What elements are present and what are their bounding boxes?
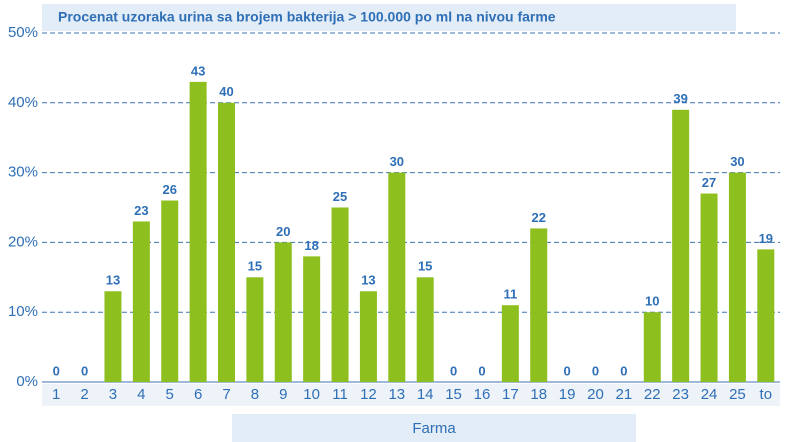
x-tick-label: 17 — [502, 386, 519, 403]
value-label: 13 — [106, 273, 120, 288]
value-label: 0 — [592, 363, 599, 378]
value-label: 15 — [248, 259, 262, 274]
value-label: 0 — [53, 363, 60, 378]
value-label: 19 — [759, 231, 773, 246]
value-label: 15 — [418, 259, 432, 274]
x-tick-label: 18 — [530, 386, 547, 403]
x-tick-label: 20 — [587, 386, 604, 403]
value-label: 30 — [390, 154, 404, 169]
y-tick-label: 10% — [8, 303, 38, 320]
x-tick-label: 25 — [729, 386, 746, 403]
bar — [132, 221, 150, 382]
x-tick-label: 7 — [222, 386, 230, 403]
x-tick-label: 14 — [417, 386, 434, 403]
bar — [672, 109, 690, 382]
x-tick-label: 12 — [360, 386, 377, 403]
bar — [331, 207, 349, 382]
x-tick-label: 9 — [279, 386, 287, 403]
value-label: 26 — [162, 182, 176, 197]
x-tick-label: 10 — [303, 386, 320, 403]
bar — [218, 102, 235, 383]
x-tick-label: 16 — [474, 386, 491, 403]
x-axis-label: Farma — [412, 420, 456, 437]
y-tick-label: 50% — [8, 24, 38, 41]
value-label: 11 — [503, 287, 517, 302]
value-label: 22 — [531, 210, 545, 225]
x-tick-label: 15 — [445, 386, 462, 403]
y-tick-label: 20% — [8, 233, 38, 250]
bar — [161, 200, 179, 382]
bar — [501, 305, 519, 382]
value-label: 23 — [134, 203, 148, 218]
bar — [757, 249, 775, 382]
x-tick-label: 13 — [388, 386, 405, 403]
x-tick-label: 11 — [332, 386, 348, 403]
x-tick-label: 6 — [194, 386, 202, 403]
bar — [246, 277, 264, 382]
value-label: 0 — [620, 363, 627, 378]
value-label: 30 — [730, 154, 744, 169]
value-label: 0 — [563, 363, 570, 378]
x-tick-label: 23 — [672, 386, 689, 403]
x-tick-label: 1 — [52, 386, 60, 403]
value-label: 20 — [276, 224, 290, 239]
x-tick-label: 2 — [80, 386, 88, 403]
bar — [388, 172, 406, 382]
chart-title: Procenat uzoraka urina sa brojem bakteri… — [58, 9, 556, 25]
value-label: 10 — [645, 294, 659, 309]
bar — [303, 256, 321, 382]
value-label: 39 — [673, 91, 687, 106]
value-label: 43 — [191, 63, 205, 78]
x-label-box — [232, 414, 636, 442]
x-tick-label: 8 — [251, 386, 259, 403]
bar — [416, 277, 434, 382]
x-axis-band — [42, 384, 780, 406]
x-tick-label: 22 — [644, 386, 661, 403]
y-tick-label: 30% — [8, 164, 38, 181]
y-tick-label: 0% — [16, 373, 38, 390]
value-label: 27 — [702, 175, 716, 190]
bar — [104, 291, 122, 382]
value-label: 0 — [478, 363, 485, 378]
bar — [359, 291, 377, 382]
bar — [189, 81, 207, 383]
x-tick-label: to — [760, 386, 773, 403]
value-label: 25 — [333, 189, 347, 204]
x-tick-label: 5 — [166, 386, 174, 403]
x-tick-label: 24 — [701, 386, 718, 403]
y-tick-label: 40% — [8, 94, 38, 111]
title-banner — [42, 4, 736, 31]
x-tick-label: 3 — [109, 386, 117, 403]
value-label: 18 — [304, 238, 318, 253]
value-label: 13 — [361, 273, 375, 288]
x-tick-label: 19 — [559, 386, 576, 403]
bar — [728, 172, 746, 382]
bar — [530, 228, 548, 382]
value-label: 40 — [219, 84, 233, 99]
x-tick-label: 21 — [616, 386, 633, 403]
bar — [274, 242, 292, 382]
bar — [643, 312, 661, 382]
x-tick-label: 4 — [137, 386, 145, 403]
bar — [700, 193, 718, 382]
value-label: 0 — [81, 363, 88, 378]
value-label: 0 — [450, 363, 457, 378]
